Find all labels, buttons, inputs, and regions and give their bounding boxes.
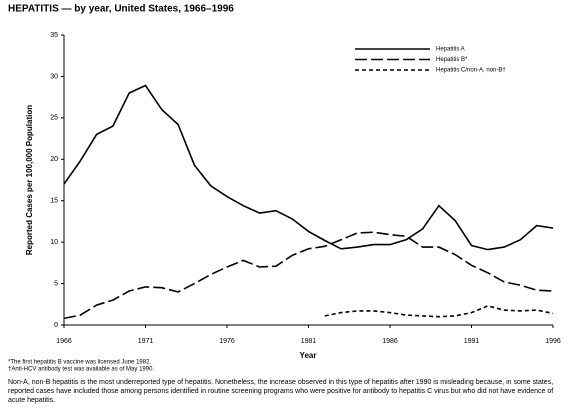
y-tick-label: 30: [50, 73, 58, 80]
chart: HEPATITIS — by year, United States, 1966…: [8, 4, 561, 373]
note: Non-A, non-B hepatitis is the most under…: [8, 379, 554, 404]
x-tick-label: 1966: [56, 338, 72, 345]
y-tick-label: 15: [50, 198, 58, 205]
chart-title: HEPATITIS — by year, United States, 1966…: [8, 4, 234, 15]
x-tick-label: 1996: [545, 338, 561, 345]
x-tick-label: 1981: [301, 338, 317, 345]
y-tick-label: 10: [50, 239, 58, 246]
y-tick-label: 25: [50, 115, 58, 122]
y-tick-label: 0: [54, 322, 58, 329]
series-line: [63, 231, 554, 320]
x-axis-label: Year: [300, 351, 317, 360]
y-axis-label: Reported Cases per 100,000 Population: [25, 105, 34, 255]
x-tick-label: 1986: [382, 338, 398, 345]
series-line: [63, 84, 554, 251]
y-tick-label: 35: [50, 32, 58, 39]
legend-label: Hepatitis C/non-A, non-B†: [436, 68, 506, 74]
x-tick-label: 1971: [138, 338, 154, 345]
x-tick-label: 1991: [464, 338, 480, 345]
series-line: [324, 305, 554, 318]
y-tick-label: 20: [50, 156, 58, 163]
x-tick-label: 1976: [219, 338, 235, 345]
legend-label: Hepatitis A: [436, 47, 465, 53]
footnote: †Anti-HCV antibody test was available as…: [8, 367, 154, 373]
y-tick-label: 5: [54, 280, 58, 287]
legend-label: Hepatitis B*: [436, 57, 468, 63]
footnote: *The first hepatitis B vaccine was licen…: [8, 360, 151, 366]
